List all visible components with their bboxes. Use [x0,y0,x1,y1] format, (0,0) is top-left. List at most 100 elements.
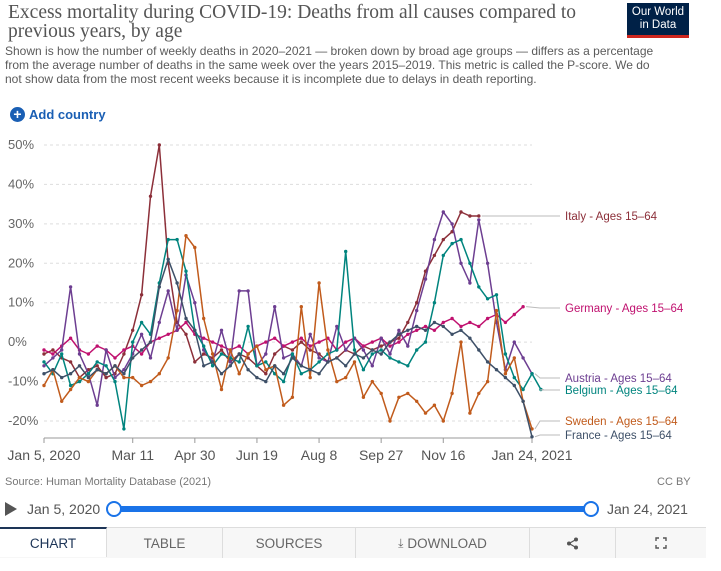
data-point [113,364,117,368]
data-point [468,411,472,415]
line-chart[interactable]: 50% 40% 30% 20% 10% 0% -10% -20% Jan 5, 2020 Mar … [0,130,721,470]
data-point [441,210,445,214]
data-point [344,348,348,352]
tab-sources[interactable]: SOURCES [223,528,356,558]
data-point [379,348,383,352]
data-point [344,249,348,254]
tab-chart[interactable]: CHART [0,527,107,557]
data-point [521,356,525,360]
data-point [423,411,428,415]
plus-circle-icon: + [10,107,25,122]
data-point [193,360,197,364]
data-point [459,328,463,332]
data-point [193,328,197,332]
series-line [43,258,533,437]
timeline-start-handle[interactable] [106,501,122,517]
data-point [477,348,481,352]
data-point [68,383,73,388]
data-point [95,344,99,348]
tab-download[interactable]: ⤓ DOWNLOAD [356,528,530,558]
x-tick-label: Mar 11 [111,447,154,463]
y-tick-label: 30% [8,216,34,231]
data-point [423,328,428,332]
data-point [139,293,144,297]
tab-table[interactable]: TABLE [107,528,223,558]
data-point [468,261,472,265]
data-point [317,372,321,376]
data-point [317,340,321,344]
data-point [255,344,259,348]
data-point [139,383,144,388]
data-point [77,352,82,356]
data-point [477,324,481,329]
data-point [113,356,117,360]
data-point [317,356,321,360]
data-point [273,336,277,340]
data-point [503,320,508,325]
data-point [60,348,64,352]
data-point [450,222,454,226]
data-point [148,340,153,344]
play-icon[interactable] [5,502,17,516]
chart-subtitle: Shown is how the number of weekly deaths… [5,44,654,86]
data-point [361,395,366,399]
data-point [281,379,286,384]
data-point [68,387,73,392]
data-point [361,344,366,348]
x-tick-label: Nov 16 [421,447,466,463]
data-point [264,368,268,372]
data-point [273,305,277,309]
data-point [51,368,55,372]
source-note[interactable]: Source: Human Mortality Database (2021) [5,476,212,488]
timeline[interactable]: Jan 5, 2020 Jan 24, 2021 [0,497,721,521]
data-point [450,391,454,396]
data-point [157,372,161,376]
data-point [485,379,490,384]
data-point [255,364,259,368]
data-point [104,375,108,380]
fullscreen-button[interactable] [616,528,706,558]
data-point [86,352,91,356]
data-point [113,375,117,380]
data-point [397,336,401,340]
data-point [210,340,215,344]
y-tick-label: -20% [8,413,39,428]
legend-label: Sweden - Ages 15–64 [565,416,678,428]
data-point [290,395,295,399]
data-point [415,324,419,329]
data-point [86,372,91,376]
data-point [512,340,516,344]
data-point [175,237,179,242]
owid-logo[interactable]: Our World in Data [627,3,689,38]
data-point [432,403,437,407]
share-button[interactable] [530,528,616,558]
data-point [370,379,374,384]
data-point [512,383,516,388]
timeline-track[interactable] [113,506,591,512]
data-point [68,336,73,340]
data-point [122,375,126,380]
data-point [281,403,286,407]
data-point [219,348,224,352]
x-tick-label: Jan 5, 2020 [7,447,80,463]
download-icon: ⤓ [398,535,404,550]
data-point [352,352,357,356]
data-point [255,375,259,380]
data-point [299,372,303,376]
data-point [344,364,348,368]
y-tick-label: 0% [8,334,27,349]
data-point [290,348,295,352]
data-point [281,356,286,360]
data-point [477,391,481,396]
add-country-button[interactable]: + Add country [10,107,106,122]
tab-download-label: DOWNLOAD [407,535,487,551]
data-point [308,344,312,348]
data-point [379,336,383,340]
data-point [432,320,437,325]
license-label[interactable]: CC BY [657,476,691,488]
data-point [397,395,401,399]
data-point [335,356,339,360]
y-tick-label: -10% [8,374,39,389]
timeline-end-handle[interactable] [583,501,599,517]
data-point [459,324,463,329]
